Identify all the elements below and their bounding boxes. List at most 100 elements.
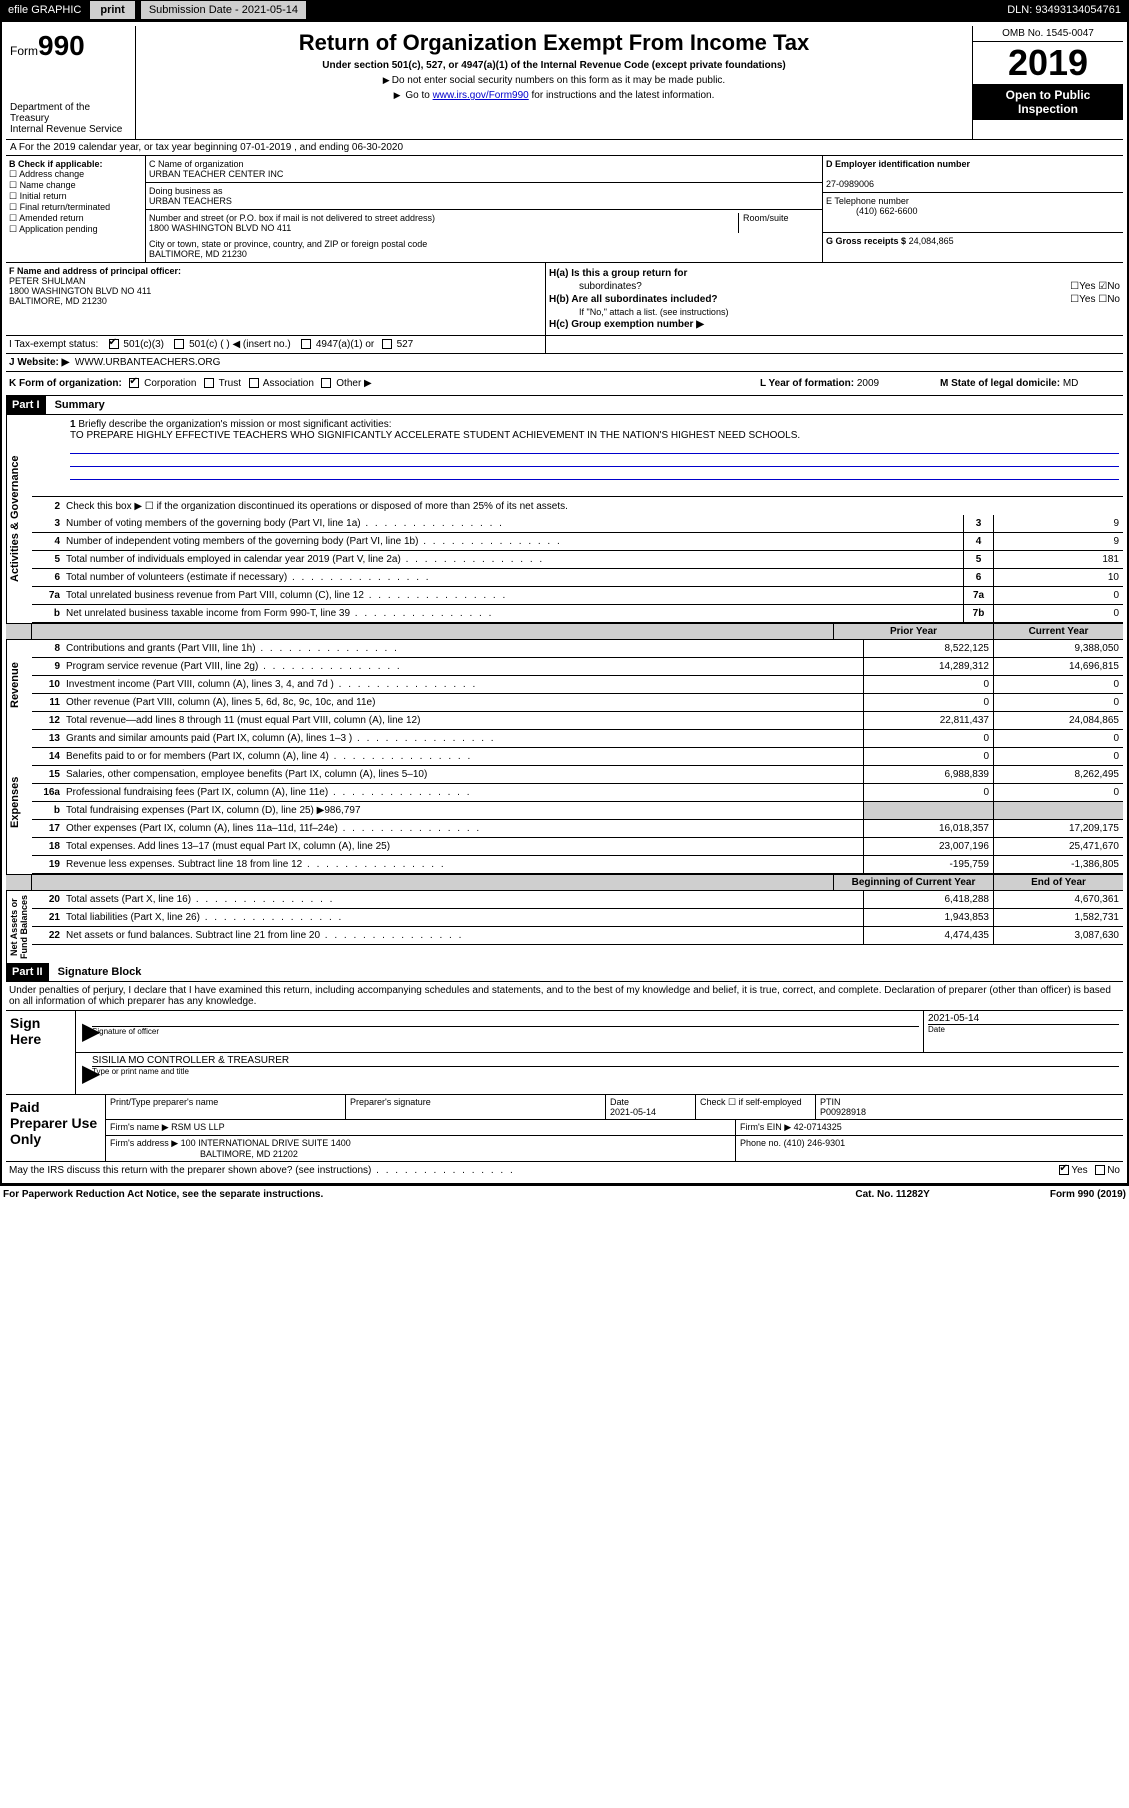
dln-label: DLN: 93493134054761 [999, 1, 1129, 19]
chk-name[interactable]: ☐ Name change [9, 180, 76, 190]
irs-link[interactable]: www.irs.gov/Form990 [433, 90, 529, 101]
line-4: 4Number of independent voting members of… [32, 533, 1123, 551]
room-suite: Room/suite [739, 213, 819, 233]
chk-final[interactable]: ☐ Final return/terminated [9, 202, 110, 212]
state-domicile: M State of legal domicile: MD [940, 378, 1120, 389]
chk-trust[interactable] [204, 378, 214, 388]
col-de: D Employer identification number27-09890… [823, 156, 1123, 262]
form-title: Return of Organization Exempt From Incom… [140, 30, 968, 56]
expenses-wrap: Expenses 13Grants and similar amounts pa… [6, 730, 1123, 874]
omb-number: OMB No. 1545-0047 [973, 26, 1123, 42]
prep-line-1: Print/Type preparer's name Preparer's si… [106, 1095, 1123, 1120]
col-b: B Check if applicable: ☐ Address change … [6, 156, 146, 262]
preparer-row: Paid Preparer Use Only Print/Type prepar… [6, 1094, 1123, 1161]
chk-4947[interactable] [301, 339, 311, 349]
info-row-1: B Check if applicable: ☐ Address change … [6, 156, 1123, 263]
line-14: 14Benefits paid to or for members (Part … [32, 748, 1123, 766]
dept-label: Department of the Treasury Internal Reve… [10, 102, 131, 135]
part1-title: Summary [49, 396, 111, 414]
col-h-cont [546, 336, 1123, 353]
form-column: Form990 Department of the Treasury Inter… [6, 26, 136, 139]
netassets-wrap: Net Assets or Fund Balances 20Total asse… [6, 891, 1123, 963]
line-13: 13Grants and similar amounts paid (Part … [32, 730, 1123, 748]
gross-block: G Gross receipts $ 24,084,865 [823, 233, 1123, 249]
row-kl: K Form of organization: Corporation Trus… [6, 372, 1123, 396]
chk-501c3[interactable] [109, 339, 119, 349]
line-7b: bNet unrelated business taxable income f… [32, 605, 1123, 623]
period-row: A For the 2019 calendar year, or tax yea… [6, 139, 1123, 156]
side-activities: Activities & Governance [6, 415, 32, 623]
line-7a: 7aTotal unrelated business revenue from … [32, 587, 1123, 605]
efile-label: efile GRAPHIC [0, 1, 89, 19]
part1-bar: Part I Summary [6, 396, 1123, 415]
tel-block: E Telephone number(410) 662-6600 [823, 193, 1123, 233]
line-15: 15Salaries, other compensation, employee… [32, 766, 1123, 784]
form-subtitle: Under section 501(c), 527, or 4947(a)(1)… [140, 60, 968, 71]
sig-arrow-icon-2: ▶ [76, 1053, 88, 1094]
chk-assoc[interactable] [249, 378, 259, 388]
chk-pending[interactable]: ☐ Application pending [9, 224, 98, 234]
form-of-org: K Form of organization: Corporation Trus… [9, 378, 760, 389]
sig-name-label: Type or print name and title [92, 1067, 1119, 1076]
chk-initial[interactable]: ☐ Initial return [9, 191, 67, 201]
line-11: 11Other revenue (Part VIII, column (A), … [32, 694, 1123, 712]
summary-wrap: Activities & Governance 1 Briefly descri… [6, 415, 1123, 623]
form-version: Form 990 (2019) [1050, 1189, 1126, 1200]
print-button[interactable]: print [89, 0, 135, 20]
discuss-question: May the IRS discuss this return with the… [9, 1165, 1057, 1176]
sig-officer-label: Signature of officer [92, 1027, 919, 1036]
chk-address[interactable]: ☐ Address change [9, 169, 84, 179]
open-to-public: Open to PublicInspection [973, 84, 1123, 120]
chk-amended[interactable]: ☐ Amended return [9, 213, 84, 223]
row-i: I Tax-exempt status: 501(c)(3) 501(c) ( … [6, 336, 1123, 354]
chk-501c[interactable] [174, 339, 184, 349]
note-2: Go to www.irs.gov/Form990 for instructio… [140, 90, 968, 101]
year-column: OMB No. 1545-0047 2019 Open to PublicIns… [973, 26, 1123, 139]
sig-arrow-icon: ▶ [76, 1011, 88, 1052]
col-h: H(a) Is this a group return for subordin… [546, 263, 1123, 335]
sig-name: SISILIA MO CONTROLLER & TREASURER [92, 1055, 1119, 1067]
side-netassets: Net Assets or Fund Balances [6, 891, 32, 963]
header-row: Form990 Department of the Treasury Inter… [6, 26, 1123, 139]
line-1: 1 Briefly describe the organization's mi… [32, 415, 1123, 497]
chk-other[interactable] [321, 378, 331, 388]
sign-here-row: Sign Here ▶ Signature of officer 2021-05… [6, 1010, 1123, 1094]
expenses-body: 13Grants and similar amounts paid (Part … [32, 730, 1123, 874]
revenue-wrap: Revenue 8Contributions and grants (Part … [6, 640, 1123, 730]
side-revenue: Revenue [6, 640, 32, 730]
discuss-no[interactable]: No [1093, 1165, 1120, 1176]
sig-date-label: Date [928, 1024, 1119, 1034]
sign-here-right: ▶ Signature of officer 2021-05-14 Date ▶… [76, 1011, 1123, 1094]
side-expenses: Expenses [6, 730, 32, 874]
chk-527[interactable] [382, 339, 392, 349]
chk-corp[interactable] [129, 378, 139, 388]
line-19: 19Revenue less expenses. Subtract line 1… [32, 856, 1123, 874]
topbar: efile GRAPHIC print Submission Date - 20… [0, 0, 1129, 20]
line-3: 3Number of voting members of the governi… [32, 515, 1123, 533]
discuss-row: May the IRS discuss this return with the… [6, 1161, 1123, 1179]
line-17: 17Other expenses (Part IX, column (A), l… [32, 820, 1123, 838]
city-block: City or town, state or province, country… [146, 236, 822, 262]
note-1: Do not enter social security numbers on … [140, 75, 968, 86]
col-b-header: B Check if applicable: [9, 159, 103, 169]
part2-bar: Part II Signature Block [6, 963, 1123, 982]
col-f: F Name and address of principal officer:… [6, 263, 546, 335]
prior-curr-header: Prior Year Current Year [6, 623, 1123, 640]
line-12: 12Total revenue—add lines 8 through 11 (… [32, 712, 1123, 730]
part2-hdr: Part II [6, 963, 49, 981]
addr-block: Number and street (or P.O. box if mail i… [146, 210, 822, 236]
tax-exempt-status: I Tax-exempt status: 501(c)(3) 501(c) ( … [6, 336, 546, 353]
year-formation: L Year of formation: 2009 [760, 378, 940, 389]
info-row-2: F Name and address of principal officer:… [6, 263, 1123, 336]
part1-hdr: Part I [6, 396, 46, 414]
preparer-label: Paid Preparer Use Only [6, 1095, 106, 1161]
line-9: 9Program service revenue (Part VIII, lin… [32, 658, 1123, 676]
discuss-yes[interactable]: Yes [1057, 1165, 1087, 1176]
preparer-right: Print/Type preparer's name Preparer's si… [106, 1095, 1123, 1161]
line-2: 2Check this box ▶ ☐ if the organization … [32, 497, 1123, 515]
footer: For Paperwork Reduction Act Notice, see … [0, 1185, 1129, 1203]
prep-line-2: Firm's name ▶ RSM US LLP Firm's EIN ▶ 42… [106, 1120, 1123, 1136]
part2-title: Signature Block [52, 963, 148, 981]
prep-line-3: Firm's address ▶ 100 INTERNATIONAL DRIVE… [106, 1136, 1123, 1161]
paperwork-notice: For Paperwork Reduction Act Notice, see … [3, 1189, 855, 1200]
